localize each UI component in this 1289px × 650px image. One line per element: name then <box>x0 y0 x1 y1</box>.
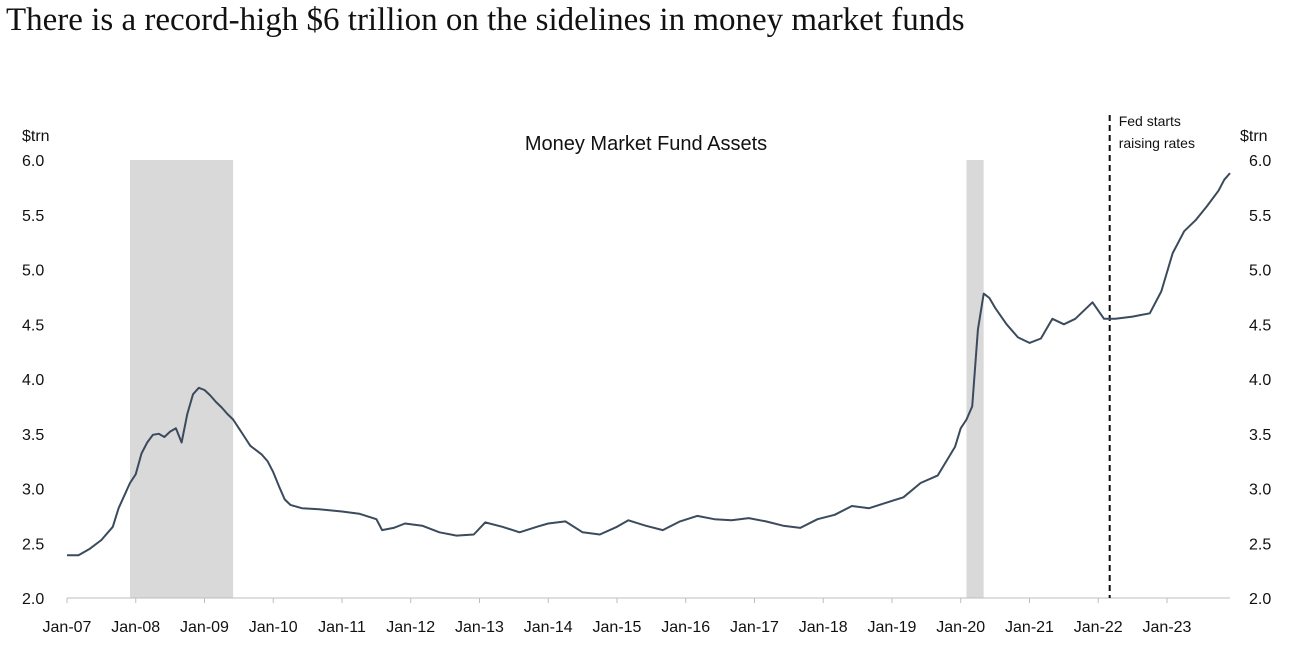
y-tick-right-4.0: 4.0 <box>1249 372 1271 389</box>
series-line-money-market-assets <box>67 172 1231 557</box>
y-axis-right: 2.0 2.5 3.0 3.5 4.0 4.5 5.0 5.5 6.0 <box>1249 153 1271 608</box>
y-tick-left-6.0: 6.0 <box>22 153 44 170</box>
x-tick-Jan-11: Jan-11 <box>318 619 366 636</box>
recession-shading <box>130 160 984 598</box>
x-tick-Jan-22: Jan-22 <box>1074 619 1123 636</box>
y-tick-right-5.5: 5.5 <box>1249 208 1271 225</box>
chart-title: Money Market Fund Assets <box>525 133 767 155</box>
y-tick-left-5.0: 5.0 <box>22 263 44 280</box>
y-axis-label-left: $trn <box>22 128 50 145</box>
y-tick-left-5.5: 5.5 <box>22 208 44 225</box>
x-tick-Jan-17: Jan-17 <box>730 619 779 636</box>
y-tick-right-4.5: 4.5 <box>1249 317 1271 334</box>
x-tick-Jan-07: Jan-07 <box>43 619 92 636</box>
x-tick-Jan-10: Jan-10 <box>249 619 298 636</box>
fed-annotation-text-1: Fed starts <box>1119 113 1181 129</box>
x-tick-Jan-12: Jan-12 <box>386 619 435 636</box>
x-tick-Jan-23: Jan-23 <box>1143 619 1192 636</box>
x-tick-Jan-15: Jan-15 <box>593 619 642 636</box>
y-tick-left-2.0: 2.0 <box>22 591 44 608</box>
x-tick-Jan-08: Jan-08 <box>111 619 160 636</box>
shaded-period-1 <box>130 160 234 598</box>
y-tick-left-4.5: 4.5 <box>22 317 44 334</box>
y-tick-right-6.0: 6.0 <box>1249 153 1271 170</box>
y-tick-left-2.5: 2.5 <box>22 536 44 553</box>
y-tick-right-2.5: 2.5 <box>1249 536 1271 553</box>
y-axis-left: 2.0 2.5 3.0 3.5 4.0 4.5 5.0 5.5 6.0 <box>22 153 44 608</box>
x-tick-Jan-13: Jan-13 <box>455 619 504 636</box>
x-tick-Jan-20: Jan-20 <box>936 619 985 636</box>
y-tick-left-4.0: 4.0 <box>22 372 44 389</box>
x-tick-Jan-14: Jan-14 <box>524 619 573 636</box>
fed-annotation-text-2: raising rates <box>1119 135 1195 151</box>
x-tick-Jan-19: Jan-19 <box>868 619 917 636</box>
x-axis: Jan-07 Jan-08 Jan-09 Jan-10 Jan-11 Jan-12 Jan-… <box>43 598 1192 636</box>
y-tick-right-2.0: 2.0 <box>1249 591 1271 608</box>
y-tick-right-3.5: 3.5 <box>1249 427 1271 444</box>
x-tick-Jan-16: Jan-16 <box>661 619 710 636</box>
y-tick-right-3.0: 3.0 <box>1249 482 1271 499</box>
headline: There is a record-high $6 trillion on th… <box>6 2 965 38</box>
y-tick-right-5.0: 5.0 <box>1249 263 1271 280</box>
x-tick-Jan-09: Jan-09 <box>180 619 229 636</box>
fed-annotation: Fed starts raising rates <box>1108 113 1195 598</box>
y-axis-label-right: $trn <box>1240 128 1268 145</box>
x-tick-Jan-18: Jan-18 <box>799 619 848 636</box>
y-tick-left-3.0: 3.0 <box>22 482 44 499</box>
y-tick-left-3.5: 3.5 <box>22 427 44 444</box>
x-tick-Jan-21: Jan-21 <box>1005 619 1054 636</box>
